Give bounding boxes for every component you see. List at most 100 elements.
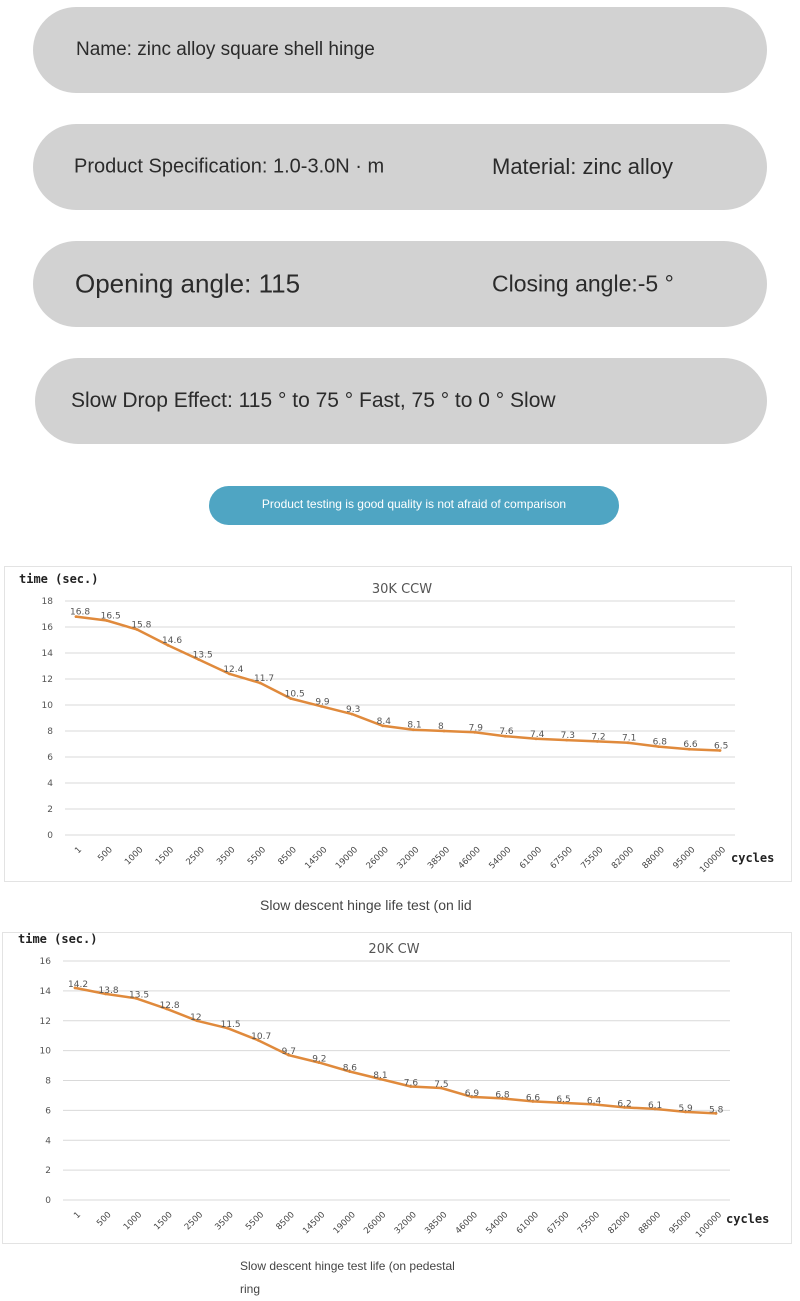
chart2-caption-line1: Slow descent hinge test life (on pedesta… bbox=[240, 1259, 455, 1273]
y-tick-label: 6 bbox=[47, 753, 53, 763]
data-point bbox=[227, 672, 231, 676]
x-tick-label: 32000 bbox=[393, 1210, 419, 1236]
data-label: 5.9 bbox=[678, 1104, 693, 1114]
x-tick-label: 500 bbox=[96, 845, 115, 864]
data-label: 9.7 bbox=[282, 1047, 296, 1057]
data-label: 7.1 bbox=[622, 734, 636, 744]
data-point bbox=[350, 712, 354, 716]
data-point bbox=[165, 1007, 168, 1011]
x-tick-label: 3500 bbox=[213, 1210, 235, 1232]
data-label: 7.3 bbox=[561, 731, 575, 741]
x-tick-label: 14500 bbox=[301, 1210, 327, 1236]
data-label: 12 bbox=[190, 1013, 201, 1023]
product-specification: Product Specification: 1.0-3.0N · m bbox=[74, 155, 385, 178]
y-tick-label: 4 bbox=[47, 779, 53, 789]
y-tick-label: 12 bbox=[42, 675, 53, 685]
data-label: 7.4 bbox=[530, 730, 545, 740]
data-label: 6.1 bbox=[648, 1101, 662, 1111]
data-point bbox=[135, 628, 139, 631]
data-label: 11.7 bbox=[254, 674, 274, 684]
y-tick-label: 14 bbox=[40, 987, 52, 997]
data-point bbox=[657, 745, 661, 748]
x-tick-label: 1000 bbox=[123, 845, 145, 867]
name-row: Name: zinc alloy square shell hinge bbox=[33, 7, 767, 93]
y-tick-label: 16 bbox=[40, 957, 52, 967]
data-point bbox=[134, 996, 138, 1000]
chart-title: 20K CW bbox=[368, 942, 419, 957]
data-point bbox=[534, 737, 538, 741]
y-tick-label: 0 bbox=[45, 1196, 51, 1206]
quality-banner: Product testing is good quality is not a… bbox=[209, 486, 619, 525]
data-label: 14.6 bbox=[162, 636, 182, 646]
x-tick-label: 26000 bbox=[365, 845, 391, 871]
data-point bbox=[439, 1086, 443, 1090]
data-point bbox=[442, 729, 446, 733]
data-label: 5.8 bbox=[709, 1105, 724, 1115]
data-point bbox=[718, 749, 722, 752]
x-tick-label: 19000 bbox=[334, 845, 360, 871]
data-label: 6.5 bbox=[714, 742, 728, 752]
data-label: 8.1 bbox=[407, 721, 421, 731]
x-tick-label: 61000 bbox=[515, 1210, 541, 1236]
data-label: 9.9 bbox=[315, 697, 330, 707]
y-tick-label: 12 bbox=[40, 1017, 51, 1027]
data-label: 6.6 bbox=[526, 1093, 541, 1103]
data-point bbox=[166, 643, 170, 647]
y-tick-label: 2 bbox=[45, 1166, 51, 1176]
data-point bbox=[195, 1019, 199, 1023]
product-material: Material: zinc alloy bbox=[492, 154, 673, 179]
x-tick-label: 88000 bbox=[637, 1210, 663, 1236]
x-tick-label: 1500 bbox=[152, 1210, 174, 1232]
data-label: 8.4 bbox=[377, 717, 392, 727]
data-point bbox=[503, 734, 507, 738]
data-point bbox=[256, 1038, 260, 1042]
opening-angle: Opening angle: 115 bbox=[75, 268, 301, 299]
x-tick-label: 100000 bbox=[694, 1210, 724, 1240]
data-point bbox=[565, 738, 569, 742]
data-point bbox=[381, 724, 385, 728]
x-tick-label: 5500 bbox=[246, 845, 268, 867]
y-tick-label: 8 bbox=[45, 1077, 51, 1087]
x-tick-label: 67500 bbox=[549, 845, 575, 871]
x-tick-label: 100000 bbox=[698, 845, 728, 875]
data-label: 11.5 bbox=[221, 1020, 241, 1030]
x-tick-label: 1 bbox=[73, 845, 84, 856]
data-point bbox=[561, 1101, 565, 1105]
data-label: 12.8 bbox=[160, 1001, 180, 1011]
chart2-caption-line2: ring bbox=[240, 1282, 261, 1296]
x-tick-label: 75500 bbox=[579, 845, 605, 871]
data-point bbox=[653, 1107, 657, 1111]
x-tick-label: 19000 bbox=[332, 1210, 358, 1236]
data-label: 7.6 bbox=[404, 1078, 419, 1088]
x-tick-label: 8500 bbox=[276, 845, 298, 867]
data-label: 6.8 bbox=[653, 738, 668, 748]
data-label: 16.8 bbox=[70, 608, 90, 618]
product-name: Name: zinc alloy square shell hinge bbox=[76, 39, 375, 60]
x-tick-label: 2500 bbox=[183, 1210, 205, 1232]
series-line bbox=[73, 986, 718, 1115]
data-label: 16.5 bbox=[101, 612, 121, 622]
data-point bbox=[104, 992, 107, 996]
y-tick-label: 14 bbox=[42, 649, 54, 659]
data-label: 7.5 bbox=[434, 1080, 448, 1090]
slow-drop-effect: Slow Drop Effect: 115 ° to 75 ° Fast, 75… bbox=[71, 389, 556, 412]
y-tick-label: 10 bbox=[42, 701, 54, 711]
data-label: 8 bbox=[438, 722, 444, 732]
x-tick-label: 1 bbox=[72, 1210, 83, 1221]
x-axis-label: cycles bbox=[731, 851, 774, 865]
data-point bbox=[714, 1111, 718, 1115]
data-point bbox=[684, 1110, 687, 1114]
data-point bbox=[105, 619, 109, 622]
x-tick-label: 1500 bbox=[154, 845, 176, 867]
x-tick-label: 32000 bbox=[395, 845, 421, 871]
data-point bbox=[473, 730, 477, 734]
data-point bbox=[500, 1097, 504, 1100]
x-tick-label: 95000 bbox=[667, 1210, 693, 1236]
data-point bbox=[470, 1095, 474, 1099]
x-tick-label: 2500 bbox=[184, 845, 206, 867]
data-point bbox=[348, 1070, 352, 1073]
x-tick-label: 82000 bbox=[610, 845, 636, 871]
x-tick-label: 61000 bbox=[518, 845, 544, 871]
data-label: 12.4 bbox=[223, 665, 243, 675]
x-tick-label: 500 bbox=[95, 1210, 114, 1229]
